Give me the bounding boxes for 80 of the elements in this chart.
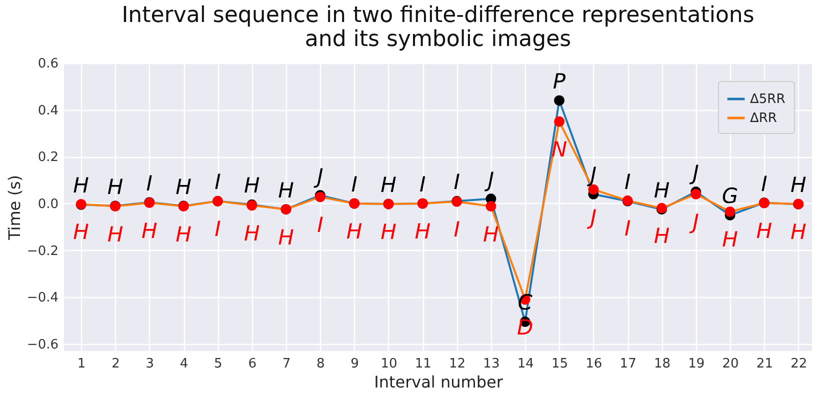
- x-tick-label: 17: [620, 356, 636, 372]
- x-tick-label: 18: [654, 356, 670, 372]
- data-label: J: [688, 210, 699, 234]
- x-tick-label: 20: [722, 356, 739, 372]
- x-tick-label: 5: [214, 356, 222, 372]
- data-label: H: [176, 174, 192, 199]
- data-label: I: [214, 170, 221, 194]
- data-label: I: [317, 212, 324, 237]
- data-label: H: [790, 220, 806, 244]
- data-label: I: [420, 172, 426, 196]
- data-label: H: [73, 174, 90, 198]
- x-tick-label: 12: [449, 356, 466, 372]
- x-tick-label: 22: [790, 356, 808, 372]
- point: [724, 206, 736, 217]
- x-tick-label: 19: [688, 356, 705, 372]
- y-tick-label: 0.6: [38, 56, 58, 72]
- x-tick-label: 8: [316, 356, 325, 372]
- point: [554, 116, 564, 127]
- x-tick-label: 16: [586, 356, 602, 372]
- y-tick-label: 0.2: [38, 150, 58, 166]
- x-tick-label: 15: [551, 356, 568, 372]
- data-label: H: [278, 178, 294, 202]
- x-tick-label: 14: [517, 356, 534, 372]
- data-label: H: [141, 218, 158, 243]
- data-label: I: [146, 171, 152, 196]
- x-axis-title: Interval number: [374, 372, 504, 392]
- y-tick-label: −0.6: [26, 337, 58, 352]
- data-label: I: [214, 217, 221, 242]
- data-label: H: [73, 220, 90, 244]
- data-label: J: [484, 168, 494, 192]
- data-label: G: [722, 184, 738, 208]
- data-label: H: [756, 219, 772, 244]
- data-label: H: [483, 222, 500, 246]
- y-tick-label: −0.2: [26, 244, 58, 259]
- y-tick-label: 0.4: [38, 103, 58, 118]
- data-label: J: [586, 163, 597, 188]
- y-axis-title: Time (s): [4, 174, 24, 242]
- data-label: H: [244, 174, 260, 198]
- legend-label: ΔRR: [750, 111, 777, 126]
- data-label: I: [454, 218, 460, 242]
- chart-title: Interval sequence in two finite-difference representations and its symbolic images: [122, 3, 754, 52]
- point: [554, 95, 564, 106]
- data-label: H: [790, 173, 806, 198]
- point: [486, 201, 496, 212]
- x-tick-label: 9: [350, 356, 359, 372]
- data-label: H: [414, 219, 431, 244]
- data-label: H: [278, 225, 294, 250]
- x-tick-label: 2: [112, 356, 120, 372]
- x-tick-label: 1: [77, 356, 86, 372]
- data-label: J: [586, 205, 597, 230]
- x-tick-label: 6: [248, 356, 256, 372]
- data-label: I: [761, 172, 768, 196]
- data-label: H: [244, 221, 260, 246]
- x-tick-label: 11: [414, 356, 432, 372]
- data-label: J: [688, 160, 699, 185]
- data-label: P: [552, 69, 566, 94]
- data-label: H: [380, 220, 397, 244]
- data-label: H: [380, 172, 397, 197]
- data-label: I: [624, 170, 631, 194]
- x-tick-label: 4: [180, 356, 188, 372]
- data-label: I: [454, 170, 460, 194]
- x-tick-label: 10: [380, 356, 398, 372]
- data-label: H: [654, 224, 670, 248]
- x-tick-label: 3: [146, 356, 154, 372]
- data-label: H: [722, 228, 738, 252]
- data-label: I: [624, 216, 631, 241]
- data-label: C: [518, 290, 533, 315]
- legend-label: Δ5RR: [750, 92, 786, 107]
- x-tick-label: 13: [483, 356, 500, 372]
- data-label: J: [313, 164, 324, 188]
- data-label: I: [351, 172, 358, 196]
- data-label: H: [107, 174, 124, 199]
- data-label: H: [176, 222, 192, 246]
- y-tick-label: −0.4: [26, 290, 58, 306]
- data-label: H: [654, 178, 670, 202]
- data-label: H: [346, 219, 362, 244]
- x-tick-label: 7: [282, 356, 291, 372]
- x-tick-label: 21: [756, 356, 773, 372]
- data-label: H: [107, 222, 124, 246]
- y-tick-label: 0.0: [38, 196, 58, 212]
